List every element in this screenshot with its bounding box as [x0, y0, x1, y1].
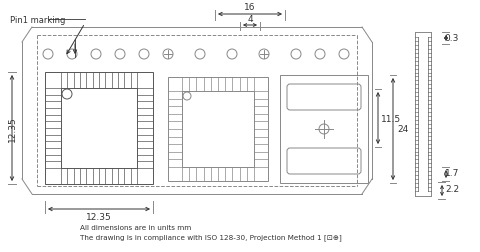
Text: Pin1 marking: Pin1 marking [10, 15, 65, 24]
Text: 1.7: 1.7 [445, 169, 459, 178]
Circle shape [183, 93, 191, 101]
Text: 11.5: 11.5 [381, 114, 401, 123]
Text: 12.35: 12.35 [8, 116, 16, 141]
Text: All dimensions are in units mm: All dimensions are in units mm [80, 224, 191, 230]
Text: 12.35: 12.35 [86, 213, 112, 222]
Text: The drawing is in compliance with ISO 128-30, Projection Method 1 [⊡⊕]: The drawing is in compliance with ISO 12… [80, 234, 342, 240]
Bar [168, 78, 268, 181]
Circle shape [62, 90, 72, 100]
Text: 16: 16 [244, 3, 256, 11]
Text: 2.2: 2.2 [445, 185, 459, 194]
Bar [61, 89, 137, 168]
Text: 24: 24 [397, 125, 408, 134]
Text: 4: 4 [247, 14, 253, 23]
Text: 0.3: 0.3 [445, 33, 459, 42]
Bar [280, 76, 368, 183]
Bar [182, 92, 254, 167]
Bar [45, 73, 153, 184]
